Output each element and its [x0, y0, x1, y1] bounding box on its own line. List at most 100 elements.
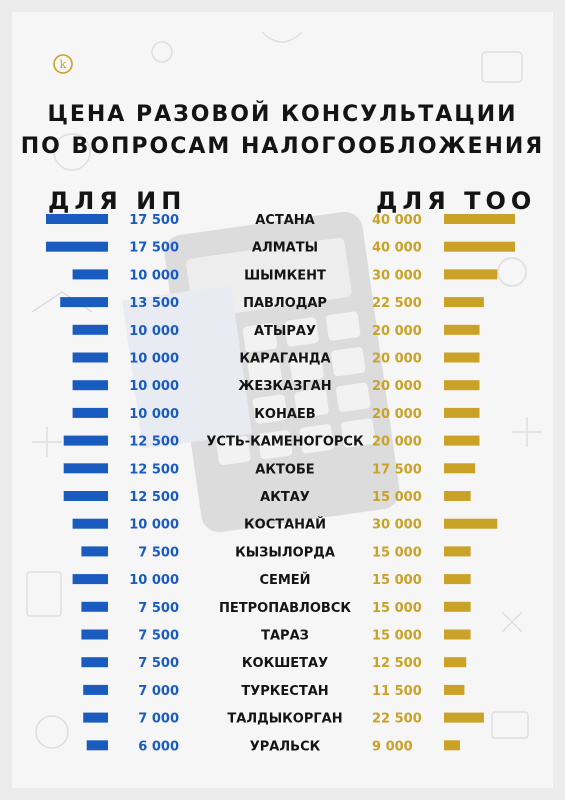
too-value-label: 11 500 — [372, 684, 422, 699]
too-bar — [444, 629, 471, 640]
too-value-label: 20 000 — [372, 352, 422, 367]
ip-value-label: 17 500 — [129, 213, 179, 228]
ip-value-label: 10 000 — [129, 352, 179, 367]
city-label: АКТОБЕ — [255, 462, 314, 477]
ip-bar — [63, 435, 108, 446]
too-value-label: 15 000 — [372, 490, 422, 505]
ip-bar — [46, 214, 108, 224]
price-chart: 17 500 АСТАНА 40 000 17 500 АЛМАТЫ 40 000 10 0… — [46, 213, 515, 754]
too-bar — [444, 241, 515, 252]
city-label: УСТЬ-КАМЕНОГОРСК — [206, 435, 364, 450]
city-label: КОСТАНАЙ — [244, 517, 326, 533]
city-label: АТЫРАУ — [254, 324, 316, 339]
city-label: КЫЗЫЛОРДА — [235, 545, 335, 560]
ip-bar — [60, 297, 108, 308]
ip-bar — [81, 546, 108, 557]
city-label: АКТАУ — [260, 490, 310, 505]
too-bar — [444, 297, 484, 308]
too-value-label: 15 000 — [372, 573, 422, 588]
too-bar — [444, 712, 484, 723]
ip-bar — [72, 407, 108, 418]
too-value-label: 30 000 — [372, 518, 422, 533]
calculator-illustration — [122, 211, 400, 533]
too-bar — [444, 463, 476, 474]
city-label: ПАВЛОДАР — [243, 296, 327, 311]
too-bar — [444, 740, 460, 751]
poster: k ЦЕНА РАЗОВОЙ КОНСУЛЬТАЦИИ ПО ВОПРОСАМ … — [12, 12, 553, 788]
city-label: АЛМАТЫ — [252, 241, 318, 256]
too-value-label: 20 000 — [372, 324, 422, 339]
poster-title-line-1: ЦЕНА РАЗОВОЙ КОНСУЛЬТАЦИИ — [47, 102, 518, 127]
city-label: СЕМЕЙ — [259, 572, 310, 588]
too-value-label: 30 000 — [372, 268, 422, 283]
ip-bar — [72, 269, 108, 280]
too-bar — [444, 380, 480, 391]
too-value-label: 12 500 — [372, 656, 422, 671]
ip-bar — [86, 740, 108, 751]
too-value-label: 40 000 — [372, 213, 422, 228]
ip-value-label: 12 500 — [129, 490, 179, 505]
ip-value-label: 7 000 — [138, 712, 179, 727]
ip-bar — [81, 657, 108, 668]
series-header-too: ДЛЯ ТОО — [376, 187, 537, 215]
too-bar — [444, 657, 467, 668]
city-label: КАРАГАНДА — [239, 352, 330, 367]
too-value-label: 20 000 — [372, 379, 422, 394]
city-label: АСТАНА — [255, 213, 314, 228]
ip-bar — [63, 463, 108, 474]
ip-bar — [72, 380, 108, 391]
ip-bar — [46, 241, 108, 252]
ip-value-label: 7 500 — [138, 656, 179, 671]
city-label: ШЫМКЕНТ — [244, 268, 326, 283]
ip-value-label: 10 000 — [129, 379, 179, 394]
poster-title-line-2: ПО ВОПРОСАМ НАЛОГООБЛОЖЕНИЯ — [20, 134, 545, 159]
too-bar — [444, 574, 471, 585]
ip-bar — [72, 518, 108, 529]
ip-value-label: 10 000 — [129, 518, 179, 533]
ip-value-label: 7 500 — [138, 601, 179, 616]
too-bar — [444, 491, 471, 501]
city-label: ПЕТРОПАВЛОВСК — [219, 601, 351, 616]
too-value-label: 15 000 — [372, 601, 422, 616]
ip-value-label: 12 500 — [129, 435, 179, 450]
ip-value-label: 12 500 — [129, 462, 179, 477]
too-value-label: 9 000 — [372, 739, 413, 754]
ip-bar — [83, 712, 108, 723]
background-doodles — [26, 31, 542, 749]
too-bar — [444, 601, 471, 612]
city-label: ТАРАЗ — [261, 629, 309, 644]
ip-bar — [63, 491, 108, 501]
too-bar — [444, 269, 498, 280]
ip-bar — [81, 601, 108, 612]
too-bar — [444, 214, 515, 224]
ip-value-label: 10 000 — [129, 324, 179, 339]
ip-value-label: 17 500 — [129, 241, 179, 256]
ip-value-label: 7 000 — [138, 684, 179, 699]
logo-letter: k — [60, 58, 67, 71]
too-value-label: 17 500 — [372, 462, 422, 477]
city-label: ЖЕЗКАЗГАН — [238, 379, 331, 394]
ip-bar — [72, 574, 108, 585]
too-value-label: 40 000 — [372, 241, 422, 256]
too-bar — [444, 518, 498, 529]
ip-value-label: 7 500 — [138, 545, 179, 560]
ip-value-label: 7 500 — [138, 629, 179, 644]
too-bar — [444, 324, 480, 335]
too-bar — [444, 435, 480, 446]
ip-bar — [72, 324, 108, 335]
too-bar — [444, 546, 471, 557]
k-circle-logo-icon: k — [53, 54, 73, 74]
too-value-label: 15 000 — [372, 545, 422, 560]
too-value-label: 15 000 — [372, 629, 422, 644]
ip-value-label: 6 000 — [138, 739, 179, 754]
too-value-label: 22 500 — [372, 712, 422, 727]
ip-bar — [72, 352, 108, 363]
too-bar — [444, 352, 480, 363]
too-bar — [444, 407, 480, 418]
too-value-label: 22 500 — [372, 296, 422, 311]
city-label: КОНАЕВ — [254, 407, 315, 422]
ip-value-label: 10 000 — [129, 407, 179, 422]
too-value-label: 20 000 — [372, 435, 422, 450]
city-label: ТУРКЕСТАН — [241, 684, 328, 699]
too-bar — [444, 684, 465, 695]
